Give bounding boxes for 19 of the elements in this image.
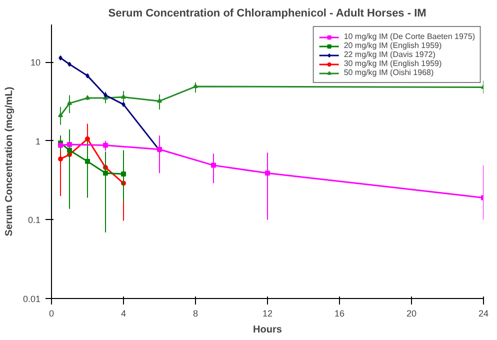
legend-label: 10 mg/kg IM (De Corte Baeten 1975) (344, 32, 475, 41)
legend-label: 30 mg/kg IM (English 1959) (344, 59, 442, 68)
legend-label: 22 mg/kg IM (Davis 1972) (344, 50, 436, 59)
x-tick-label: 24 (478, 308, 489, 318)
legend-label: 50 mg/kg IM (Oishi 1968) (344, 68, 434, 77)
x-tick-label: 20 (406, 308, 417, 318)
x-tick-label: 4 (120, 308, 126, 318)
x-tick-label: 16 (334, 308, 345, 318)
y-tick-label: 0.01 (22, 294, 41, 304)
y-axis-title: Serum Concentration (mcg/mL) (4, 86, 15, 236)
y-tick-label: 10 (30, 58, 41, 68)
x-axis-title: Hours (253, 324, 282, 336)
y-tick-label: 0.1 (28, 215, 41, 226)
x-tick-label: 0 (48, 308, 54, 318)
chart-title: Serum Concentration of Chloramphenicol - Adult Horses - IM (108, 8, 426, 20)
x-tick-label: 8 (192, 308, 198, 318)
legend-label: 20 mg/kg IM (English 1959) (344, 41, 442, 50)
x-tick-label: 12 (262, 308, 273, 318)
y-tick-label: 1 (35, 136, 41, 146)
